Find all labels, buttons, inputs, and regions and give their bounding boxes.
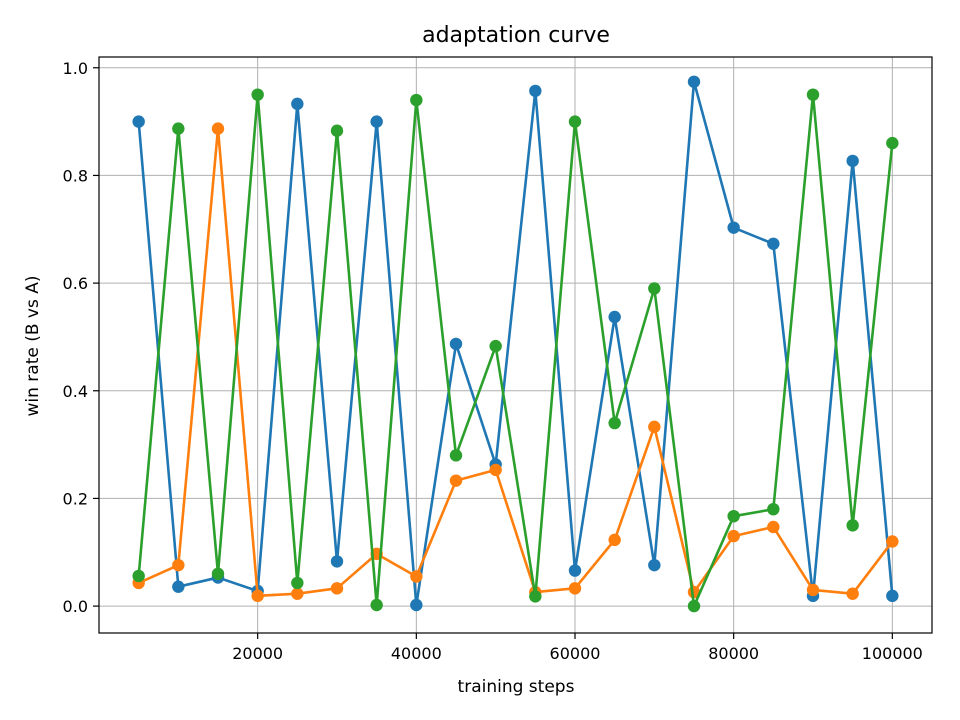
series-1-point-11: [568, 582, 582, 595]
series-line-1: [138, 127, 894, 598]
series-2-point-8: [449, 449, 463, 462]
series-0-point-0: [132, 115, 145, 128]
x-tick-label-2: 60000: [550, 644, 601, 663]
series-1-point-18: [846, 587, 859, 600]
series-2-point-3: [251, 88, 264, 101]
series-0-point-12: [608, 310, 621, 324]
y-tick-label-3: 0.6: [63, 274, 88, 293]
series-2-point-11: [568, 115, 582, 128]
series-2-point-15: [727, 509, 740, 523]
series-2-point-14: [687, 599, 701, 613]
series-0-point-6: [370, 115, 383, 128]
series-0-point-1: [172, 580, 185, 593]
series-0-point-11: [568, 564, 582, 577]
series-2-point-18: [846, 519, 859, 532]
series-line-0: [137, 80, 894, 607]
y-tick-label-5: 1.0: [63, 59, 88, 78]
series-0-point-8: [449, 337, 463, 351]
series-0-point-5: [330, 555, 344, 568]
series-2-point-9: [489, 339, 502, 353]
series-1-point-19: [886, 535, 899, 548]
series-1-point-5: [330, 582, 344, 595]
series-2-point-1: [172, 122, 185, 135]
series-0-point-4: [291, 97, 304, 111]
series-2-point-19: [886, 136, 899, 150]
series-1-point-3: [251, 589, 264, 603]
x-tick-label-1: 40000: [391, 644, 442, 663]
series-2-point-0: [132, 569, 145, 583]
series-1-point-7: [410, 570, 423, 583]
series-1-point-13: [648, 420, 661, 434]
series-2-point-12: [608, 416, 621, 430]
series-0-point-10: [529, 84, 542, 98]
y-tick-label-2: 0.4: [63, 382, 88, 401]
series-2-point-10: [529, 590, 542, 603]
series-1-point-2: [211, 122, 225, 135]
series-2-point-6: [370, 598, 383, 612]
chart-title: adaptation curve: [422, 23, 610, 48]
series-2-point-2: [211, 567, 225, 580]
series-2-point-7: [410, 93, 423, 107]
series-2-point-4: [291, 576, 304, 590]
series-1-point-1: [172, 558, 185, 572]
series-1-point-17: [806, 583, 820, 597]
x-axis-label: training steps: [458, 677, 575, 697]
x-tick-label-3: 80000: [708, 644, 759, 663]
series-1-point-4: [291, 587, 304, 600]
series-0-point-14: [687, 75, 701, 88]
y-tick-label-0: 0.0: [63, 597, 88, 616]
series-1-point-16: [767, 520, 780, 534]
series-2-point-13: [648, 282, 661, 295]
x-tick-label-4: 100000: [862, 644, 923, 663]
x-tick-label-0: 20000: [232, 644, 283, 663]
series-0-point-7: [410, 598, 423, 612]
y-axis-label: win rate (B vs A): [23, 275, 43, 416]
series-1-point-8: [449, 474, 463, 487]
series-line-2: [137, 93, 894, 608]
y-tick-label-1: 0.2: [63, 489, 88, 508]
series-0-point-13: [648, 558, 661, 572]
series-0-point-15: [727, 221, 740, 234]
series-1-point-12: [608, 533, 621, 547]
series-0-point-19: [886, 589, 899, 603]
series-layer: [132, 75, 899, 613]
series-2-point-17: [806, 88, 820, 101]
series-0-point-16: [767, 237, 780, 250]
axes: 20000 40000 60000 80000 100000 0.0 0.2 0.4 0.6 0.…: [63, 56, 933, 663]
series-2-point-16: [767, 502, 780, 516]
series-1-point-9: [489, 463, 502, 477]
plot-frame: [98, 56, 933, 634]
series-2-point-5: [330, 124, 344, 137]
series-1-point-15: [727, 529, 740, 543]
y-tick-label-4: 0.8: [63, 166, 88, 185]
series-0-point-18: [846, 154, 859, 168]
